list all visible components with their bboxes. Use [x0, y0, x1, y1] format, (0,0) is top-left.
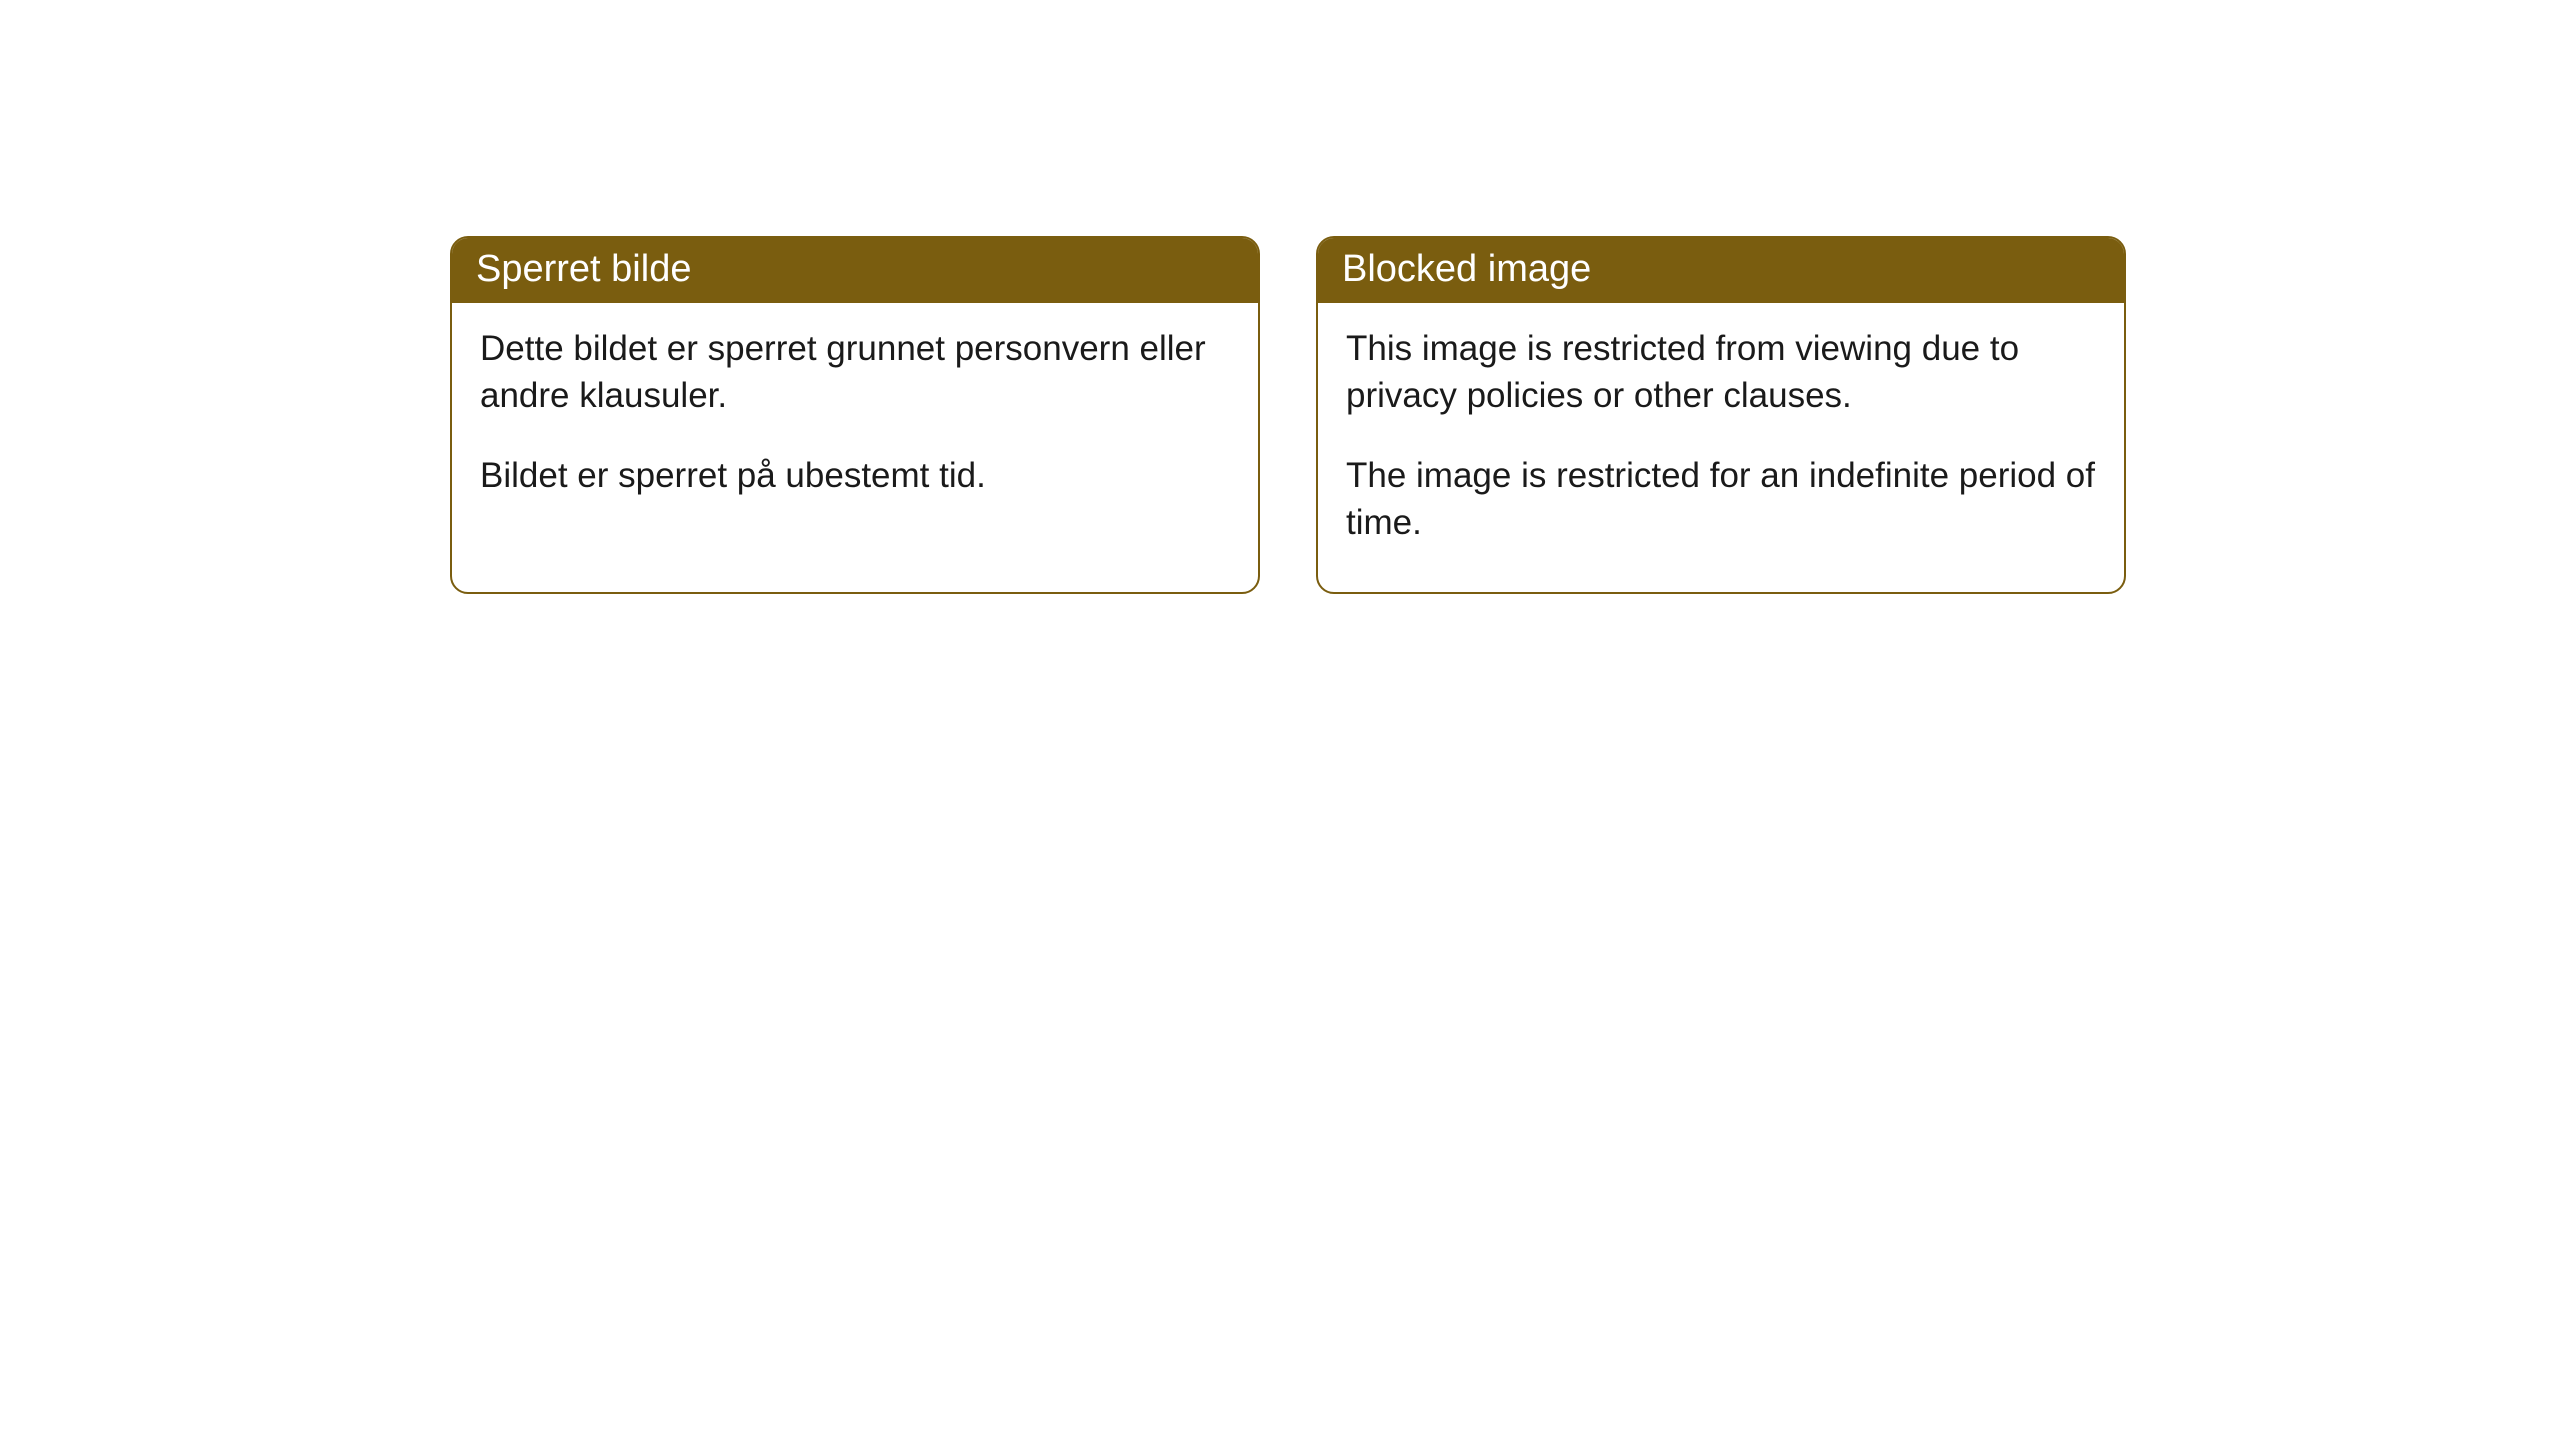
blocked-image-card-english: Blocked image This image is restricted f… [1316, 236, 2126, 594]
card-body: This image is restricted from viewing du… [1318, 303, 2124, 592]
card-title: Sperret bilde [476, 248, 691, 290]
card-header: Sperret bilde [452, 238, 1258, 303]
card-paragraph: Bildet er sperret på ubestemt tid. [480, 452, 1230, 499]
card-paragraph: This image is restricted from viewing du… [1346, 325, 2096, 420]
blocked-image-card-norwegian: Sperret bilde Dette bildet er sperret gr… [450, 236, 1260, 594]
notice-cards-container: Sperret bilde Dette bildet er sperret gr… [450, 236, 2126, 594]
card-body: Dette bildet er sperret grunnet personve… [452, 303, 1258, 545]
card-header: Blocked image [1318, 238, 2124, 303]
card-paragraph: Dette bildet er sperret grunnet personve… [480, 325, 1230, 420]
card-paragraph: The image is restricted for an indefinit… [1346, 452, 2096, 547]
card-title: Blocked image [1342, 248, 1591, 290]
